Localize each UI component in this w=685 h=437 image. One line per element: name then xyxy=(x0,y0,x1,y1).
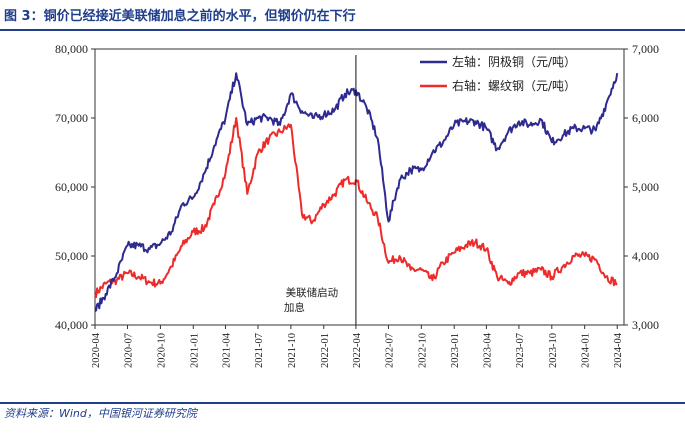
left-tick-label: 80,000 xyxy=(55,42,88,56)
x-tick-label: 2023-01 xyxy=(450,333,461,368)
x-tick-label: 2022-01 xyxy=(320,333,331,368)
annotation-text: 美联储启动 xyxy=(286,286,339,299)
x-tick-label: 2022-04 xyxy=(352,332,363,368)
x-tick-label: 2020-04 xyxy=(91,332,102,368)
x-tick-label: 2022-07 xyxy=(384,333,395,368)
source-rule xyxy=(0,402,685,404)
x-tick-label: 2023-10 xyxy=(548,333,559,368)
x-tick-label: 2021-10 xyxy=(287,333,298,368)
chart-legend: 左轴：阴极铜（元/吨） 右轴：螺纹钢（元/吨） xyxy=(420,54,576,93)
x-tick-label: 2022-10 xyxy=(417,333,428,368)
annotation-text: 加息 xyxy=(284,301,305,314)
chart-axes: 40,000 50,000 60,000 70,000 80,000 3,000 4,000… xyxy=(55,42,659,368)
x-tick-label: 2023-07 xyxy=(515,333,526,368)
right-tick-label: 4,000 xyxy=(632,249,659,263)
right-tick-label: 6,000 xyxy=(632,111,659,125)
x-tick-label: 2020-10 xyxy=(156,333,167,368)
left-tick-label: 60,000 xyxy=(55,180,88,194)
legend-label-copper: 左轴：阴极铜（元/吨） xyxy=(452,54,576,69)
x-tick-label: 2021-01 xyxy=(189,333,200,368)
x-tick-label: 2024-04 xyxy=(613,332,624,368)
source-note: 资料来源：Wind，中国银河证券研究院 xyxy=(4,407,197,420)
title-rule xyxy=(0,29,685,31)
left-tick-label: 40,000 xyxy=(55,318,88,332)
right-tick-label: 5,000 xyxy=(632,180,659,194)
x-tick-label: 2024-01 xyxy=(581,333,592,368)
x-tick-label: 2023-04 xyxy=(482,332,493,368)
left-tick-label: 70,000 xyxy=(55,111,88,125)
x-tick-label: 2021-07 xyxy=(254,333,265,368)
left-tick-label: 50,000 xyxy=(55,249,88,263)
right-tick-label: 3,000 xyxy=(632,318,659,332)
x-tick-label: 2020-07 xyxy=(124,333,135,368)
legend-label-rebar: 右轴：螺纹钢（元/吨） xyxy=(452,78,576,93)
figure-title: 图 3：铜价已经接近美联储加息之前的水平，但钢价仍在下行 xyxy=(4,9,356,24)
right-tick-label: 7,000 xyxy=(632,42,659,56)
x-tick-label: 2021-04 xyxy=(221,332,232,368)
